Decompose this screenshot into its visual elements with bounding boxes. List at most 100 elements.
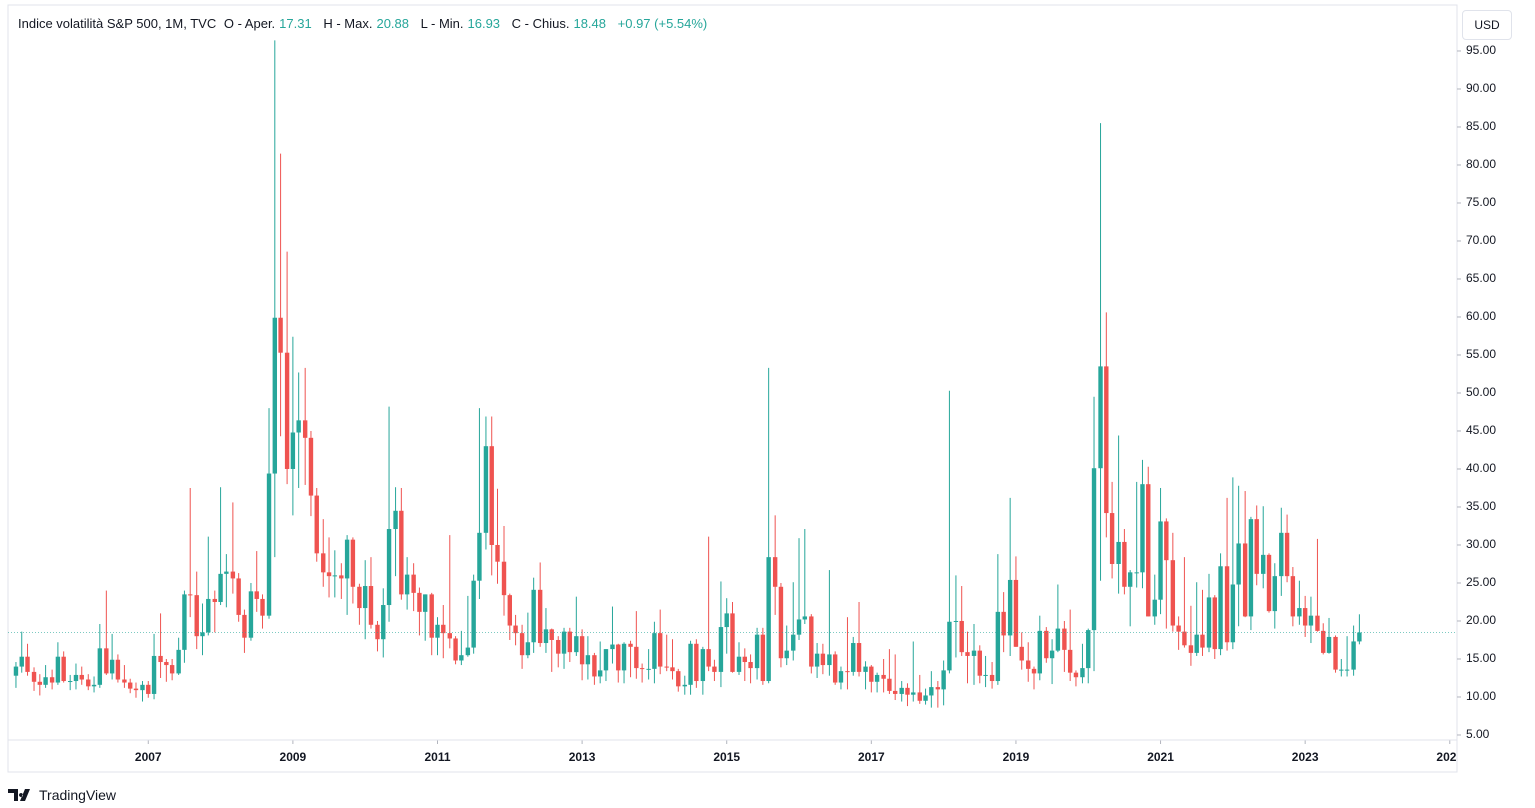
candle-body (362, 586, 368, 609)
candle-body (1261, 554, 1266, 574)
candle-body (965, 652, 970, 656)
candle-body (592, 655, 597, 677)
brand: TradingView (8, 787, 116, 803)
candle-body (621, 643, 627, 671)
candle-body (953, 620, 959, 622)
candle-body (1248, 519, 1254, 617)
candle-body (941, 670, 946, 690)
y-tick-label: 25.00 (1466, 575, 1496, 589)
brand-name: TradingView (39, 787, 117, 803)
candle-body (1230, 584, 1236, 643)
candle-body (814, 653, 820, 667)
candle-body (820, 653, 826, 666)
candle-body (1116, 541, 1121, 564)
candle-body (308, 437, 314, 496)
candle-body (86, 679, 91, 687)
candle-body (236, 578, 241, 615)
candle-body (429, 594, 434, 638)
ohlc-value: 16.93 (467, 16, 501, 31)
candle-body (115, 659, 121, 680)
candle-body (296, 420, 301, 433)
candle-body (423, 594, 428, 612)
candle-body (1266, 554, 1272, 612)
x-tick-label: 2019 (1003, 750, 1030, 764)
candle-body (194, 595, 199, 637)
candle-body (272, 317, 278, 474)
candle-body (127, 682, 133, 689)
y-tick-label: 35.00 (1466, 499, 1496, 513)
candle-body (164, 662, 169, 666)
price-axis-panel (1457, 5, 1535, 772)
candle-body (796, 619, 802, 635)
candle-body (507, 595, 512, 626)
candle-body (465, 647, 471, 656)
candle-body (55, 656, 61, 683)
candle-body (248, 591, 254, 638)
candle-body (616, 644, 621, 671)
candle-body (809, 616, 814, 667)
candle-body (104, 648, 109, 674)
candle-body (802, 616, 808, 620)
candle-body (959, 620, 964, 653)
candle-body (1272, 576, 1277, 612)
candle-body (417, 592, 422, 612)
candle-body (1333, 636, 1338, 670)
ohlc-label: L - Min. (420, 16, 464, 31)
candle-body (634, 646, 639, 669)
candle-body (1007, 579, 1013, 636)
candle-body (772, 557, 778, 587)
candle-body (25, 656, 30, 672)
candle-body (1086, 630, 1091, 669)
candle-body (664, 666, 669, 668)
candle-body (91, 684, 97, 687)
candle-body (212, 598, 217, 602)
candle-body (585, 655, 591, 665)
candle-body (1242, 543, 1248, 617)
candle-body (321, 553, 326, 573)
candle-body (628, 643, 633, 647)
candle-body (146, 684, 151, 694)
y-tick-label: 55.00 (1466, 347, 1496, 361)
candle-body (1170, 560, 1176, 626)
candle-body (477, 532, 482, 581)
candle-body (1254, 519, 1259, 574)
candle-body (133, 688, 139, 691)
y-tick-label: 20.00 (1466, 613, 1496, 627)
candle-body (1302, 608, 1308, 626)
candle-body (218, 573, 223, 602)
candle-body (1062, 628, 1067, 650)
candle-body (140, 684, 145, 691)
candle-body (151, 655, 157, 694)
candle-body (827, 654, 832, 666)
candle-body (1321, 630, 1326, 653)
candle-body (694, 643, 699, 682)
candle-body (1315, 615, 1320, 631)
candle-body (597, 670, 603, 677)
candle-body (31, 671, 37, 682)
candle-body (242, 614, 247, 638)
candle-body (1080, 668, 1085, 678)
candle-body (881, 674, 886, 679)
ohlc-label: C - Chius. (511, 16, 570, 31)
candle-body (1037, 630, 1042, 674)
candle-body (676, 671, 681, 687)
ohlc-value: 17.31 (279, 16, 312, 31)
candle-body (851, 643, 856, 672)
candle-body (639, 668, 645, 670)
candle-body (567, 631, 573, 653)
candle-body (1044, 630, 1049, 659)
x-tick-label: 2007 (135, 750, 162, 764)
candle-body (230, 571, 236, 579)
candle-body (766, 557, 771, 682)
candle-body (1279, 532, 1284, 577)
candle-body (43, 677, 48, 685)
candle-body (874, 674, 880, 682)
currency-button[interactable]: USD (1462, 10, 1512, 40)
candle-body (471, 580, 476, 648)
candle-body (278, 317, 283, 353)
candle-body (923, 695, 928, 701)
candle-body (1188, 645, 1194, 653)
candle-body (832, 654, 838, 683)
